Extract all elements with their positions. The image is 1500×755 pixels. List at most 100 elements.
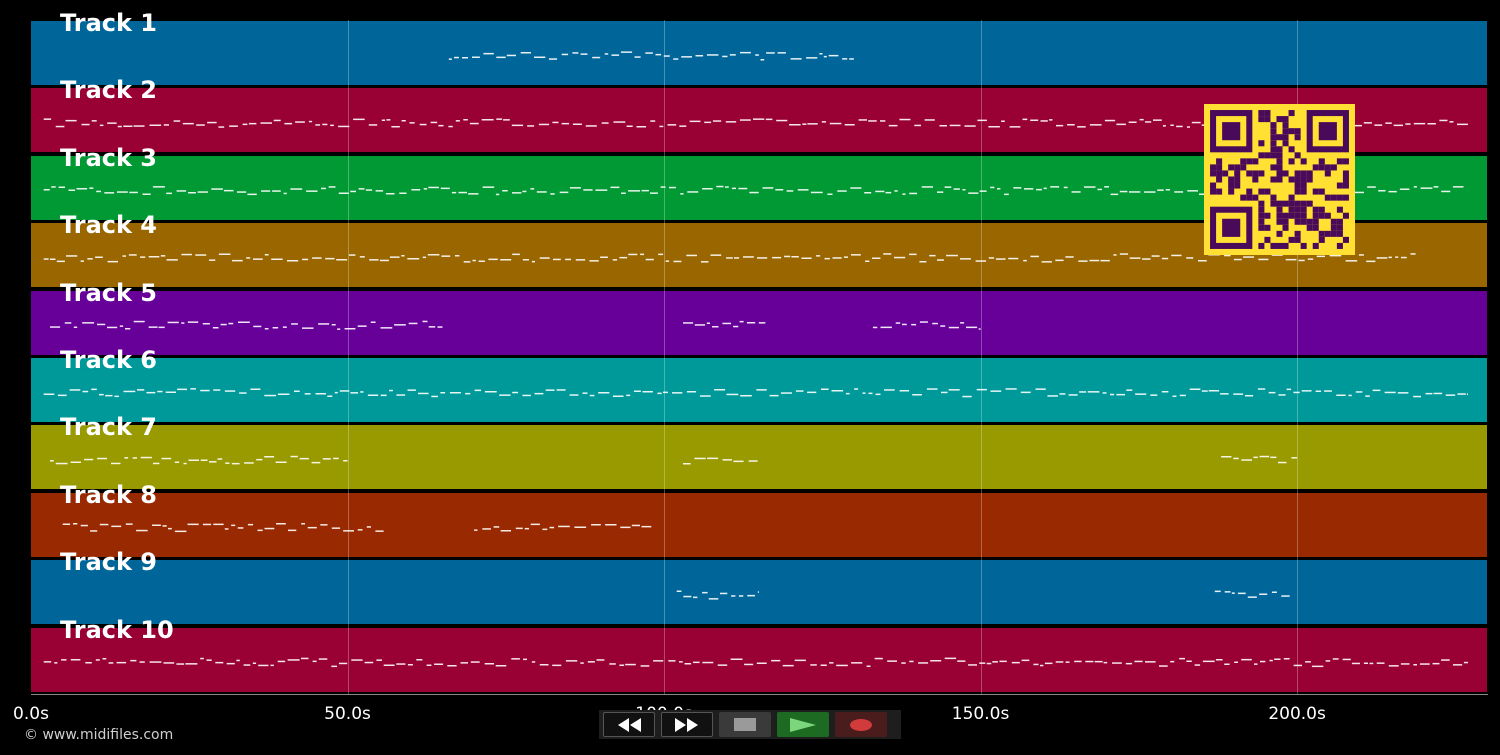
note-mark — [213, 389, 221, 391]
note-mark — [1135, 393, 1147, 395]
rewind-button[interactable] — [603, 712, 655, 737]
note-mark — [1074, 660, 1082, 663]
note-mark — [1365, 395, 1370, 397]
note-mark — [408, 322, 418, 325]
note-mark — [937, 259, 944, 261]
note-mark — [851, 662, 863, 664]
note-mark — [1224, 663, 1230, 665]
note-mark — [1224, 254, 1231, 257]
note-mark — [43, 258, 49, 260]
note-mark — [1087, 391, 1100, 393]
note-mark — [460, 662, 468, 664]
note-mark — [512, 192, 522, 194]
note-mark — [1201, 390, 1208, 392]
note-mark — [383, 664, 395, 666]
note-mark — [1395, 256, 1399, 258]
note-mark — [1439, 119, 1448, 122]
note-mark — [409, 122, 415, 124]
note-mark — [64, 322, 72, 324]
note-mark — [716, 185, 724, 188]
note-mark — [1104, 186, 1109, 188]
note-mark — [1119, 253, 1129, 255]
note-mark — [598, 392, 610, 394]
note-mark — [631, 524, 640, 527]
note-mark — [441, 255, 451, 257]
copyright-notice: © www.midifiles.com — [24, 727, 174, 743]
note-mark — [645, 52, 653, 54]
note-mark — [62, 523, 71, 525]
note-mark — [820, 664, 827, 666]
note-mark — [1104, 119, 1116, 122]
note-mark — [995, 258, 1006, 260]
note-mark — [73, 326, 78, 328]
note-mark — [1293, 391, 1300, 394]
note-mark — [239, 392, 247, 394]
note-mark — [338, 192, 349, 194]
note-mark — [428, 186, 439, 189]
note-mark — [84, 458, 94, 461]
note-mark — [1336, 394, 1346, 396]
note-mark — [990, 390, 1002, 392]
note-mark — [988, 126, 1000, 128]
note-mark — [360, 391, 364, 393]
note-mark — [1116, 393, 1125, 396]
note-mark — [306, 190, 318, 192]
note-mark — [1305, 661, 1311, 663]
note-mark — [1097, 188, 1102, 191]
note-mark — [645, 258, 654, 261]
note-mark — [782, 664, 794, 667]
note-mark — [136, 529, 148, 532]
fast-forward-button[interactable] — [661, 712, 713, 737]
note-mark — [437, 326, 443, 328]
note-mark — [978, 328, 981, 330]
note-mark — [658, 253, 664, 256]
note-mark — [1419, 663, 1430, 665]
play-button[interactable] — [777, 712, 829, 737]
note-mark — [173, 120, 181, 122]
note-mark — [149, 661, 162, 663]
note-mark — [777, 52, 786, 54]
note-mark — [868, 120, 877, 122]
note-mark — [1259, 455, 1270, 458]
note-mark — [1270, 456, 1277, 459]
note-mark — [277, 660, 286, 663]
note-mark — [979, 662, 986, 664]
note-mark — [315, 393, 326, 395]
note-mark — [447, 665, 457, 667]
note-mark — [1363, 122, 1372, 124]
note-mark — [167, 321, 179, 324]
note-mark — [1139, 118, 1144, 121]
note-mark — [148, 326, 158, 328]
note-mark — [747, 594, 756, 597]
note-mark — [125, 328, 131, 330]
note-mark — [256, 458, 263, 461]
note-mark — [1145, 661, 1156, 663]
note-mark — [988, 257, 995, 259]
note-mark — [789, 124, 801, 126]
note-mark — [1165, 189, 1170, 191]
note-mark — [312, 257, 322, 259]
note-mark — [706, 322, 710, 324]
note-mark — [542, 528, 548, 531]
note-mark — [937, 191, 944, 193]
note-mark — [237, 191, 247, 193]
note-mark — [407, 389, 416, 391]
note-mark — [1247, 596, 1257, 598]
note-mark — [1011, 661, 1020, 664]
note-mark — [1186, 126, 1190, 128]
note-mark — [831, 390, 844, 392]
note-mark — [572, 123, 582, 125]
note-mark — [351, 659, 363, 661]
note-mark — [553, 258, 561, 261]
note-mark — [1388, 665, 1399, 667]
record-button[interactable] — [835, 712, 887, 737]
note-mark — [1199, 193, 1206, 195]
stop-button[interactable] — [719, 712, 771, 737]
note-mark — [1151, 255, 1160, 257]
note-mark — [1085, 660, 1094, 663]
note-mark — [1065, 256, 1074, 258]
note-mark — [1008, 257, 1019, 260]
note-mark — [95, 659, 100, 661]
note-mark — [1307, 258, 1314, 260]
note-mark — [620, 51, 633, 53]
